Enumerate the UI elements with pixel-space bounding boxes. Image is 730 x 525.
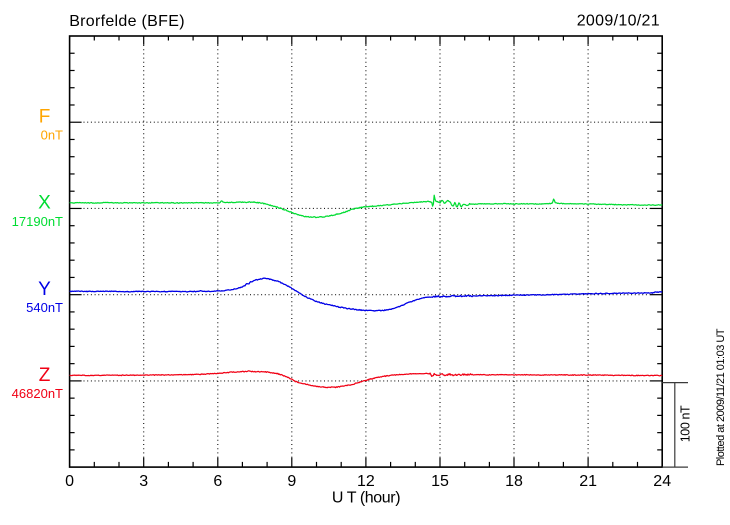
svg-text:15: 15 [431, 473, 449, 490]
svg-text:24: 24 [653, 473, 671, 490]
svg-text:3: 3 [139, 473, 148, 490]
svg-text:F: F [39, 106, 51, 127]
svg-text:17190nT: 17190nT [12, 214, 63, 229]
svg-text:X: X [38, 193, 51, 214]
svg-text:6: 6 [213, 473, 222, 490]
svg-text:Z: Z [39, 365, 51, 386]
svg-text:Plotted at 2009/11/21 01:03 UT: Plotted at 2009/11/21 01:03 UT [715, 328, 727, 466]
svg-text:46820nT: 46820nT [12, 386, 63, 401]
svg-text:18: 18 [505, 473, 523, 490]
svg-text:0nT: 0nT [41, 128, 63, 143]
svg-text:12: 12 [357, 473, 375, 490]
svg-text:2009/10/21: 2009/10/21 [577, 13, 660, 30]
svg-text:0: 0 [65, 473, 74, 490]
svg-text:U T (hour): U T (hour) [332, 490, 400, 507]
svg-text:Y: Y [38, 279, 51, 300]
svg-text:21: 21 [579, 473, 597, 490]
svg-text:9: 9 [287, 473, 296, 490]
svg-text:100 nT: 100 nT [679, 405, 693, 442]
svg-text:Brorfelde (BFE): Brorfelde (BFE) [69, 13, 185, 30]
svg-text:540nT: 540nT [26, 300, 63, 315]
